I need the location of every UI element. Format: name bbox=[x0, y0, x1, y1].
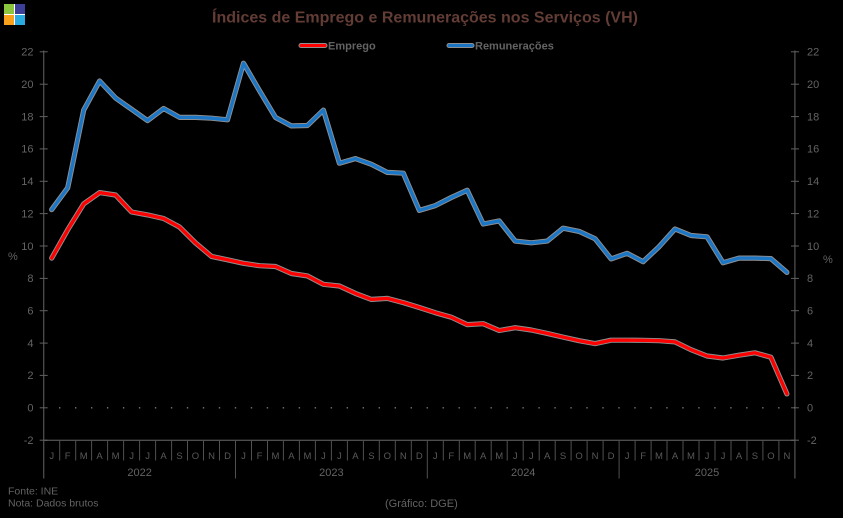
svg-text:2022: 2022 bbox=[127, 467, 151, 479]
svg-text:2023: 2023 bbox=[319, 467, 343, 479]
svg-text:14: 14 bbox=[21, 176, 33, 188]
svg-text:A: A bbox=[96, 451, 103, 462]
svg-text:F: F bbox=[65, 451, 71, 462]
svg-text:A: A bbox=[672, 451, 679, 462]
svg-text:Fonte: INE: Fonte: INE bbox=[8, 486, 58, 498]
svg-text:A: A bbox=[160, 451, 167, 462]
svg-text:20: 20 bbox=[807, 79, 819, 91]
svg-text:Emprego: Emprego bbox=[328, 41, 376, 53]
svg-text:M: M bbox=[80, 451, 88, 462]
svg-text:J: J bbox=[49, 451, 54, 462]
svg-text:M: M bbox=[112, 451, 120, 462]
svg-text:A: A bbox=[352, 451, 359, 462]
svg-text:4: 4 bbox=[807, 338, 813, 350]
svg-text:J: J bbox=[529, 451, 534, 462]
svg-text:S: S bbox=[560, 451, 566, 462]
svg-text:N: N bbox=[400, 451, 407, 462]
svg-text:%: % bbox=[8, 251, 18, 263]
svg-text:-2: -2 bbox=[24, 435, 34, 447]
svg-text:S: S bbox=[368, 451, 374, 462]
svg-text:16: 16 bbox=[21, 144, 33, 156]
svg-text:J: J bbox=[433, 451, 438, 462]
svg-text:%: % bbox=[823, 254, 833, 266]
svg-text:J: J bbox=[721, 451, 726, 462]
svg-text:O: O bbox=[575, 451, 582, 462]
svg-text:M: M bbox=[655, 451, 663, 462]
svg-text:M: M bbox=[463, 451, 471, 462]
svg-text:A: A bbox=[736, 451, 743, 462]
svg-text:N: N bbox=[208, 451, 215, 462]
svg-text:M: M bbox=[687, 451, 695, 462]
svg-text:22: 22 bbox=[21, 47, 33, 59]
svg-text:18: 18 bbox=[807, 111, 819, 123]
svg-text:M: M bbox=[272, 451, 280, 462]
svg-text:10: 10 bbox=[21, 241, 33, 253]
svg-text:2025: 2025 bbox=[695, 467, 719, 479]
svg-text:8: 8 bbox=[27, 273, 33, 285]
svg-text:Índices de Emprego e Remuneraç: Índices de Emprego e Remunerações nos Se… bbox=[212, 8, 638, 27]
svg-text:F: F bbox=[257, 451, 263, 462]
svg-text:D: D bbox=[224, 451, 231, 462]
svg-text:D: D bbox=[608, 451, 615, 462]
svg-text:2: 2 bbox=[807, 370, 813, 382]
svg-text:Nota: Dados brutos: Nota: Dados brutos bbox=[8, 498, 98, 510]
svg-text:S: S bbox=[176, 451, 182, 462]
svg-text:16: 16 bbox=[807, 144, 819, 156]
svg-text:F: F bbox=[448, 451, 454, 462]
svg-text:0: 0 bbox=[27, 403, 33, 415]
svg-text:2: 2 bbox=[27, 370, 33, 382]
svg-text:J: J bbox=[241, 451, 246, 462]
svg-text:M: M bbox=[495, 451, 503, 462]
svg-text:D: D bbox=[416, 451, 423, 462]
svg-text:0: 0 bbox=[807, 403, 813, 415]
svg-text:22: 22 bbox=[807, 47, 819, 59]
svg-text:J: J bbox=[705, 451, 710, 462]
svg-text:N: N bbox=[783, 451, 790, 462]
svg-text:J: J bbox=[513, 451, 518, 462]
svg-text:J: J bbox=[129, 451, 134, 462]
svg-text:F: F bbox=[640, 451, 646, 462]
svg-text:20: 20 bbox=[21, 79, 33, 91]
svg-text:6: 6 bbox=[807, 306, 813, 318]
svg-text:14: 14 bbox=[807, 176, 819, 188]
svg-text:M: M bbox=[303, 451, 311, 462]
svg-text:6: 6 bbox=[27, 306, 33, 318]
svg-text:J: J bbox=[321, 451, 326, 462]
svg-text:A: A bbox=[544, 451, 551, 462]
svg-text:(Gráfico: DGE): (Gráfico: DGE) bbox=[385, 498, 458, 510]
svg-text:N: N bbox=[592, 451, 599, 462]
svg-text:J: J bbox=[337, 451, 342, 462]
svg-text:O: O bbox=[767, 451, 774, 462]
svg-text:O: O bbox=[384, 451, 391, 462]
svg-text:2024: 2024 bbox=[511, 467, 535, 479]
svg-text:J: J bbox=[625, 451, 630, 462]
svg-text:8: 8 bbox=[807, 273, 813, 285]
svg-text:18: 18 bbox=[21, 111, 33, 123]
svg-text:Remunerações: Remunerações bbox=[475, 41, 554, 53]
svg-text:A: A bbox=[288, 451, 295, 462]
svg-text:S: S bbox=[752, 451, 758, 462]
svg-text:O: O bbox=[192, 451, 199, 462]
svg-text:-2: -2 bbox=[807, 435, 817, 447]
svg-text:10: 10 bbox=[807, 241, 819, 253]
svg-text:A: A bbox=[480, 451, 487, 462]
svg-text:4: 4 bbox=[27, 338, 33, 350]
svg-text:12: 12 bbox=[807, 208, 819, 220]
svg-text:J: J bbox=[145, 451, 150, 462]
svg-text:12: 12 bbox=[21, 208, 33, 220]
